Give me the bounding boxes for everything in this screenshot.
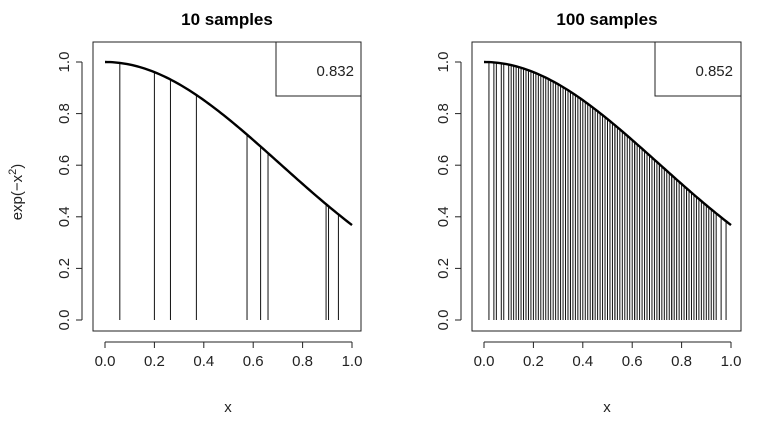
estimate-box <box>275 42 361 97</box>
x-tick-label: 0.2 <box>144 353 165 370</box>
x-tick-label: 0.8 <box>671 353 692 370</box>
y-tick-label: 0.0 <box>56 310 73 331</box>
x-axis-label: x <box>603 399 611 416</box>
y-tick-label: 0.4 <box>435 206 452 227</box>
plot-frame <box>471 41 742 332</box>
curve-line <box>104 60 353 227</box>
x-tick-label: 0.0 <box>95 353 116 370</box>
chart-title: 100 samples <box>556 10 657 29</box>
x-tick-label: 0.6 <box>622 353 643 370</box>
y-tick-label: 1.0 <box>56 52 73 73</box>
x-tick-label: 0.8 <box>292 353 313 370</box>
x-tick-label: 1.0 <box>342 353 363 370</box>
y-tick-label: 0.8 <box>56 103 73 124</box>
panel-100-samples: 100 samples 0.852 0.0 0.2 0.4 0.6 0.8 1.0 0.0 0.2… <box>435 10 742 416</box>
y-tick-label: 0.2 <box>435 258 452 279</box>
estimate-value: 0.852 <box>695 63 733 80</box>
y-tick-label: 0.6 <box>56 155 73 176</box>
x-tick-label: 0.4 <box>572 353 593 370</box>
x-tick-label: 0.6 <box>243 353 264 370</box>
estimate-value: 0.832 <box>316 63 354 80</box>
x-tick-label: 0.4 <box>193 353 214 370</box>
y-tick-label: 0.6 <box>435 155 452 176</box>
x-axis-label: x <box>224 399 232 416</box>
y-axis-label: exp(−x2) <box>7 164 26 221</box>
chart-title: 10 samples <box>181 10 273 29</box>
curve-line <box>483 60 732 227</box>
x-tick-label: 1.0 <box>721 353 742 370</box>
y-tick-label: 0.8 <box>435 103 452 124</box>
panel-10-samples: 10 samples 0.832 0.0 0.2 0.4 0.6 0.8 1.0 0.0 0.2 0… <box>56 10 362 416</box>
x-tick-label: 0.0 <box>474 353 495 370</box>
x-tick-label: 0.2 <box>523 353 544 370</box>
estimate-box <box>654 42 741 97</box>
y-tick-label: 1.0 <box>435 52 452 73</box>
plot-frame <box>92 41 362 332</box>
y-tick-label: 0.0 <box>435 310 452 331</box>
y-tick-label: 0.4 <box>56 206 73 227</box>
y-tick-label: 0.2 <box>56 258 73 279</box>
